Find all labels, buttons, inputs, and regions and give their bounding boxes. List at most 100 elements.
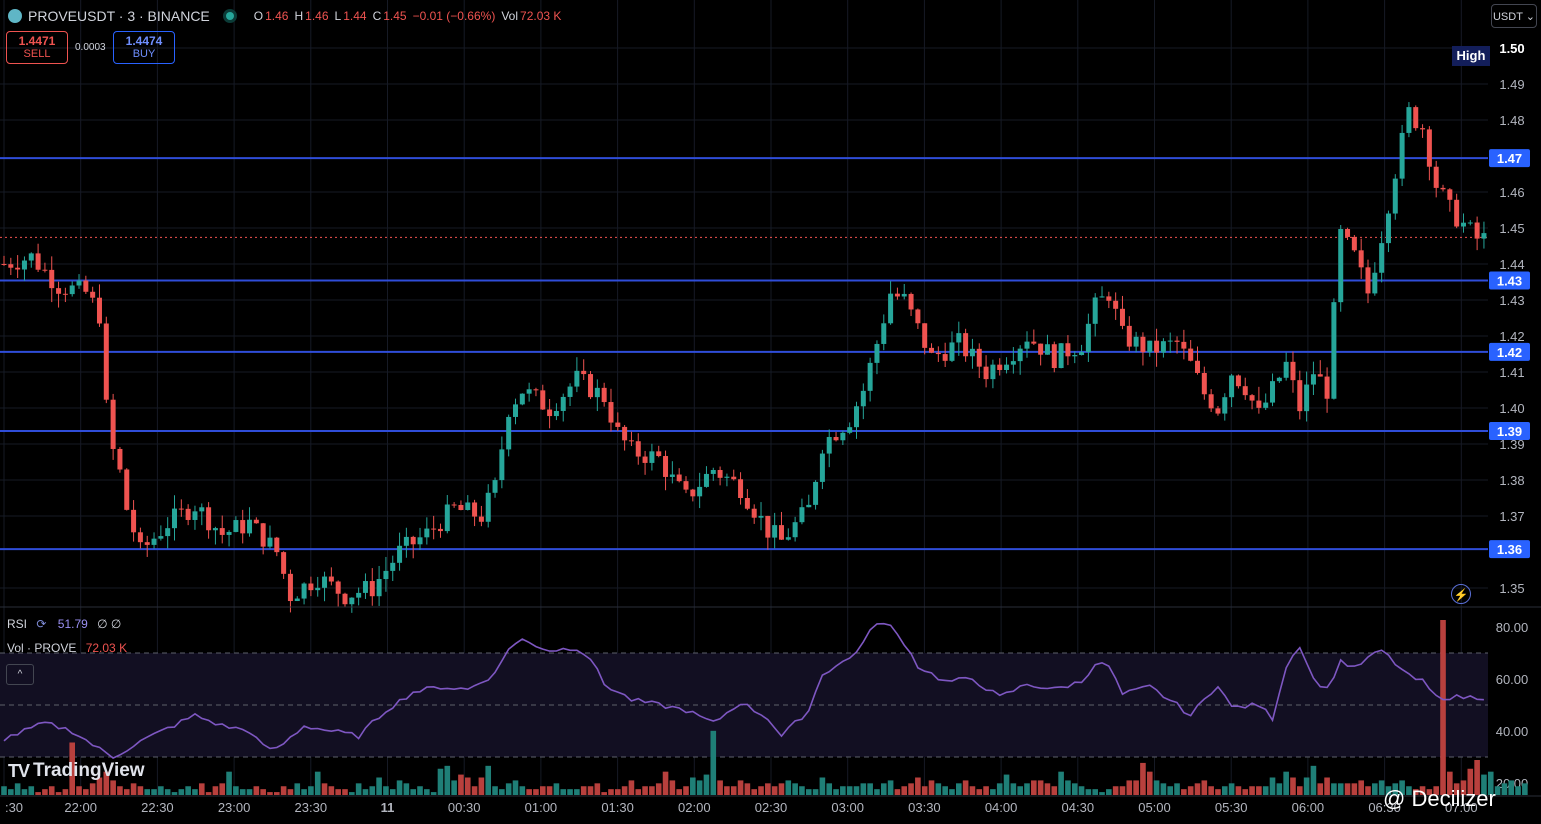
candle-body — [1235, 375, 1241, 387]
candle-body — [758, 515, 764, 518]
candle-body — [813, 481, 819, 505]
collapse-panes-button[interactable]: ^ — [6, 664, 34, 685]
price-axis-label: 1.38 — [1499, 473, 1524, 488]
refresh-icon[interactable]: ⟳ — [36, 617, 47, 631]
candle-body — [403, 536, 409, 546]
candle-body — [649, 451, 655, 463]
candle-body — [588, 374, 594, 398]
level-label: 1.39 — [1497, 424, 1522, 439]
volume-bar — [185, 786, 191, 795]
volume-bar — [1099, 792, 1105, 795]
volume-bar — [880, 783, 887, 795]
volume-bar — [198, 783, 205, 795]
volume-bar — [1331, 783, 1337, 795]
candle-body — [90, 291, 96, 298]
candle-body — [1017, 348, 1023, 362]
candle-body — [765, 515, 771, 538]
candle-body — [1222, 397, 1228, 414]
sell-button[interactable]: 1.4471 SELL — [6, 31, 68, 64]
volume-bar — [928, 780, 935, 795]
candle-body — [690, 489, 696, 497]
candle-body — [49, 269, 55, 289]
candle-body — [1406, 107, 1412, 133]
candle-body — [253, 519, 259, 524]
candle-body — [397, 545, 403, 563]
candle-body — [615, 422, 621, 427]
volume-bar — [1358, 780, 1364, 795]
buy-button[interactable]: 1.4474 BUY — [113, 31, 175, 64]
volume-bar — [560, 789, 567, 795]
candle-body — [96, 297, 102, 324]
candle-body — [1433, 166, 1439, 188]
candle-body — [799, 507, 805, 523]
lightning-icon[interactable]: ⚡ — [1451, 584, 1471, 604]
volume-bar — [1153, 780, 1160, 795]
volume-bar — [1460, 780, 1467, 795]
candle-body — [540, 390, 546, 410]
candle-body — [547, 409, 553, 417]
volume-bar — [1201, 780, 1208, 795]
candle-body — [710, 470, 716, 474]
volume-bar — [280, 786, 287, 795]
candle-body — [1331, 302, 1337, 399]
candle-body — [301, 583, 307, 599]
volume-legend[interactable]: Vol · PROVE 72.03 K — [7, 641, 127, 655]
volume-bar — [1187, 786, 1194, 795]
candle-body — [417, 537, 423, 545]
volume-bar — [1256, 786, 1262, 795]
symbol-title[interactable]: PROVEUSDT · 3 · BINANCE — [28, 8, 210, 24]
candle-body — [267, 537, 273, 547]
time-axis-label: 04:30 — [1062, 800, 1095, 815]
volume-bar — [151, 789, 157, 795]
level-label: 1.36 — [1497, 542, 1522, 557]
volume-bar — [294, 783, 301, 795]
volume-bar — [1181, 789, 1187, 795]
candle-body — [212, 528, 218, 531]
volume-bar — [696, 780, 703, 795]
candle-body — [1181, 341, 1187, 349]
price-axis-label: 1.49 — [1499, 77, 1524, 92]
currency-selector[interactable]: USDT ⌄ — [1491, 4, 1537, 28]
volume-bar — [751, 789, 757, 795]
volume-bar — [1112, 786, 1119, 795]
candle-body — [1324, 376, 1330, 399]
candle-body — [76, 280, 82, 286]
candle-body — [669, 474, 675, 477]
candle-body — [226, 531, 232, 535]
rsi-extra: ∅ ∅ — [97, 617, 122, 631]
candle-body — [683, 481, 689, 490]
candle-body — [1229, 375, 1235, 398]
candle-body — [663, 456, 669, 477]
volume-bar — [1215, 789, 1221, 795]
candle-body — [847, 427, 853, 433]
volume-bar — [389, 789, 396, 795]
volume-bar — [464, 777, 471, 795]
candle-body — [833, 436, 839, 441]
volume-bar — [730, 786, 737, 795]
volume-bar — [1426, 789, 1433, 795]
candle-body — [362, 581, 368, 593]
time-axis-label: :30 — [5, 800, 23, 815]
volume-bar — [1208, 786, 1214, 795]
volume-bar — [1290, 777, 1296, 795]
candle-body — [199, 507, 205, 512]
candle-body — [1038, 343, 1044, 355]
volume-bar — [717, 780, 723, 795]
candle-body — [560, 396, 566, 411]
volume-bar — [158, 786, 164, 795]
volume-bar — [1269, 777, 1276, 795]
high-value: 1.46 — [305, 9, 329, 23]
volume-bar — [1453, 783, 1460, 795]
candle-body — [1072, 355, 1078, 357]
candle-body — [1099, 296, 1105, 298]
candle-body — [369, 581, 375, 597]
price-axis-label: 1.43 — [1499, 293, 1524, 308]
volume-bar — [758, 786, 764, 795]
volume-bar — [833, 789, 839, 795]
volume-bar — [1160, 783, 1167, 795]
volume-bar — [1017, 786, 1023, 795]
rsi-legend[interactable]: RSI ⟳ 51.79 ∅ ∅ — [7, 617, 121, 631]
candle-body — [1351, 236, 1357, 251]
